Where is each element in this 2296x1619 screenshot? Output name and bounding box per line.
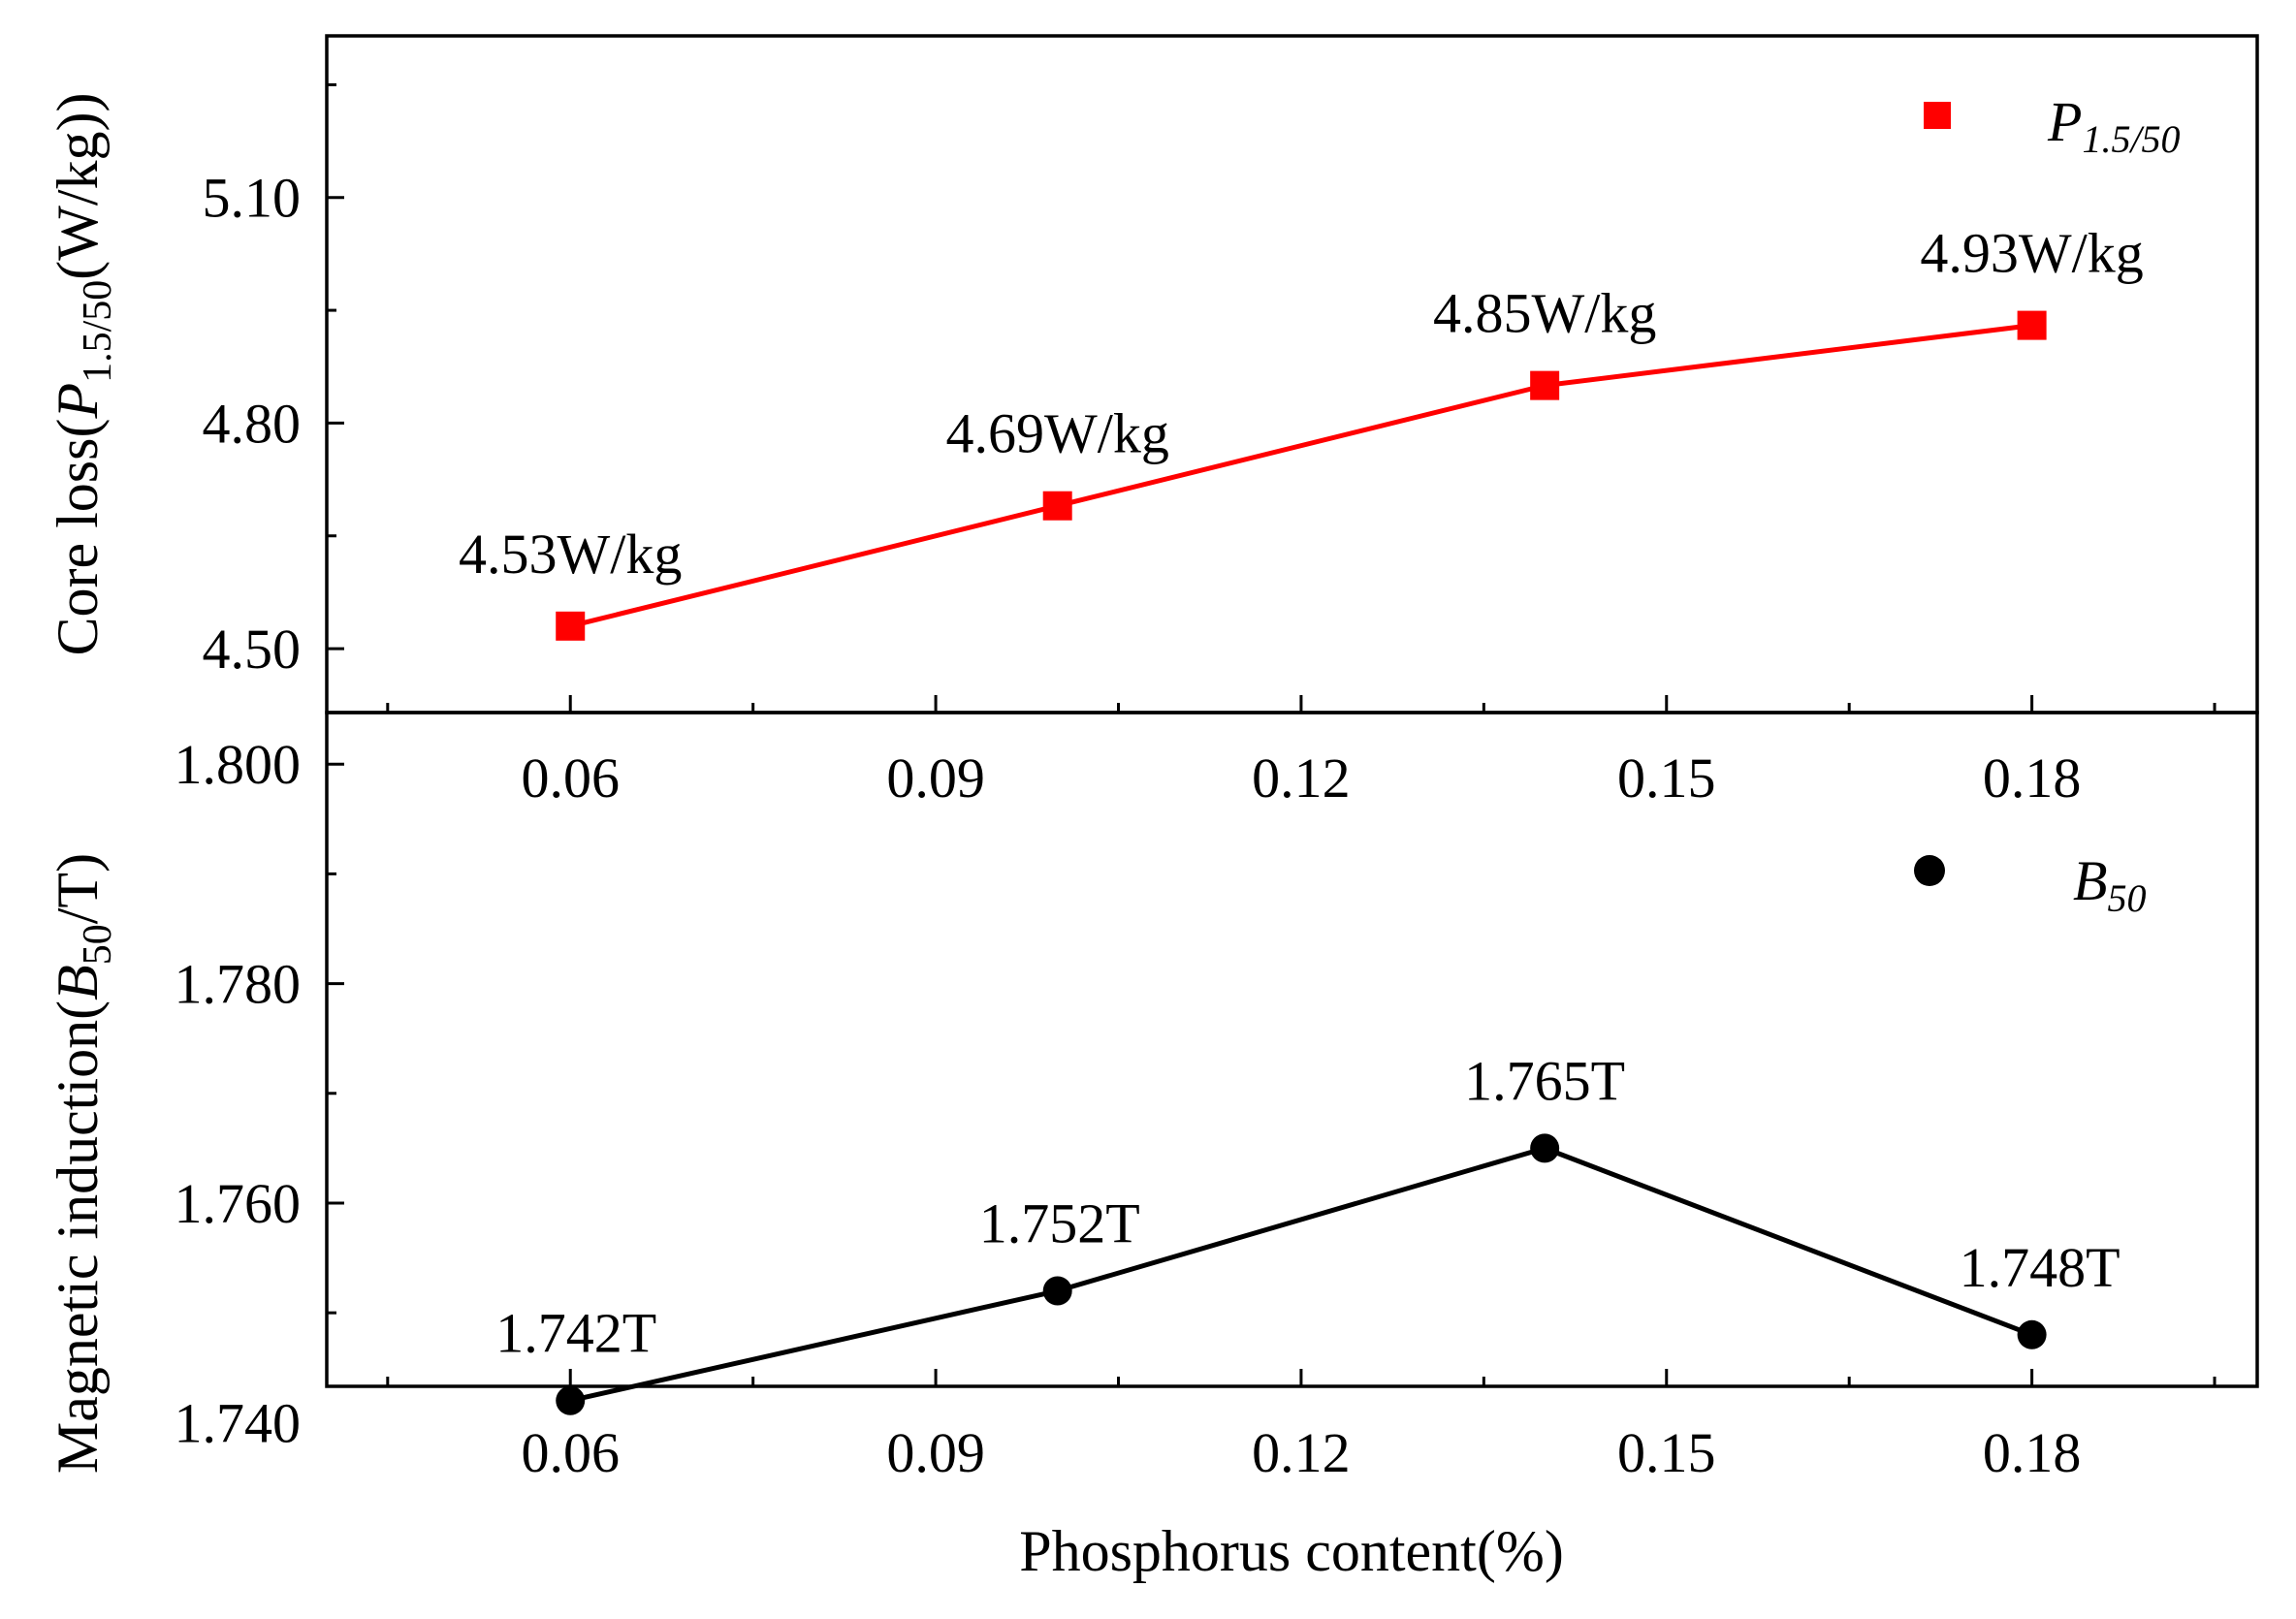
induction-y-tick-label: 1.800	[175, 733, 302, 796]
core-loss-y-tick-label: 4.50	[203, 618, 302, 681]
core-loss-y-axis-title: Core loss(P1.5/50(W/kg))	[46, 92, 120, 655]
induction-legend: B50	[1914, 849, 2146, 920]
core-loss-data-point	[556, 611, 586, 641]
induction-y-tick-label: 1.780	[175, 953, 302, 1016]
induction-panel: 1.742T 1.752T 1.765T 1.748T 0.06 0.09 0.12 0.1…	[46, 711, 2259, 1484]
x-axis-title: Phosphorus content(%)	[1019, 1519, 1564, 1583]
core-loss-data-point	[1042, 491, 1072, 521]
core-loss-x-tick-label: 0.06	[521, 746, 620, 810]
induction-x-tick-label: 0.06	[521, 1421, 620, 1484]
core-loss-x-ticks: 0.06 0.09 0.12 0.15 0.18	[386, 695, 2216, 810]
induction-x-tick-label: 0.18	[1983, 1421, 2082, 1484]
induction-x-tick-label: 0.12	[1252, 1421, 1351, 1484]
core-loss-data-point	[2017, 310, 2047, 340]
induction-legend-label: B50	[2073, 849, 2146, 920]
induction-legend-marker	[1914, 855, 1945, 886]
induction-y-tick-label: 1.740	[175, 1391, 302, 1454]
core-loss-panel: 4.53W/kg4.69W/kg4.85W/kg4.93W/kg 0.06 0.0…	[46, 34, 2259, 810]
induction-data-point	[556, 1385, 586, 1415]
core-loss-data-label: 4.93W/kg	[1920, 222, 2143, 285]
core-loss-y-ticks: 4.50 4.80 5.10	[203, 82, 344, 681]
core-loss-data-label: 4.85W/kg	[1433, 282, 1656, 345]
induction-x-tick-label: 0.09	[886, 1421, 985, 1484]
induction-x-tick-label: 0.15	[1617, 1421, 1716, 1484]
core-loss-x-tick-label: 0.12	[1252, 746, 1351, 810]
induction-series-line	[569, 1145, 2033, 1404]
core-loss-y-tick-label: 5.10	[203, 167, 302, 230]
core-loss-data-point	[1530, 370, 1560, 400]
induction-data-label: 1.752T	[979, 1192, 1140, 1255]
core-loss-plot-frame	[325, 34, 2259, 714]
induction-y-ticks: 1.740 1.760 1.780 1.800	[175, 733, 344, 1454]
core-loss-data-label: 4.69W/kg	[946, 402, 1169, 465]
core-loss-series-line	[569, 323, 2032, 629]
induction-data-point	[1530, 1133, 1560, 1163]
core-loss-legend-marker	[1924, 102, 1951, 129]
induction-data-label: 1.748T	[1960, 1236, 2121, 1299]
induction-data-point	[2017, 1319, 2047, 1349]
core-loss-legend-label: P1.5/50	[2047, 90, 2181, 161]
induction-data-label: 1.765T	[1464, 1049, 1625, 1112]
induction-data-point	[1042, 1276, 1072, 1306]
core-loss-legend: P1.5/50	[1924, 90, 2181, 161]
core-loss-x-tick-label: 0.18	[1983, 746, 2082, 810]
core-loss-data-label: 4.53W/kg	[459, 523, 682, 586]
core-loss-x-tick-label: 0.09	[886, 746, 985, 810]
induction-marks: 1.742T 1.752T 1.765T 1.748T	[495, 1049, 2121, 1415]
induction-data-label: 1.742T	[495, 1302, 656, 1365]
induction-y-axis-title: Magnetic induction(B50/T)	[46, 853, 120, 1474]
core-loss-marks: 4.53W/kg 4.69W/kg 4.85W/kg 4.93W/kg	[459, 222, 2144, 641]
core-loss-x-tick-label: 0.15	[1617, 746, 1716, 810]
induction-x-ticks: 0.06 0.09 0.12 0.15 0.18	[386, 1369, 2216, 1484]
induction-plot-frame	[325, 711, 2259, 1388]
induction-y-tick-label: 1.760	[175, 1172, 302, 1235]
core-loss-y-tick-label: 4.80	[203, 392, 302, 455]
